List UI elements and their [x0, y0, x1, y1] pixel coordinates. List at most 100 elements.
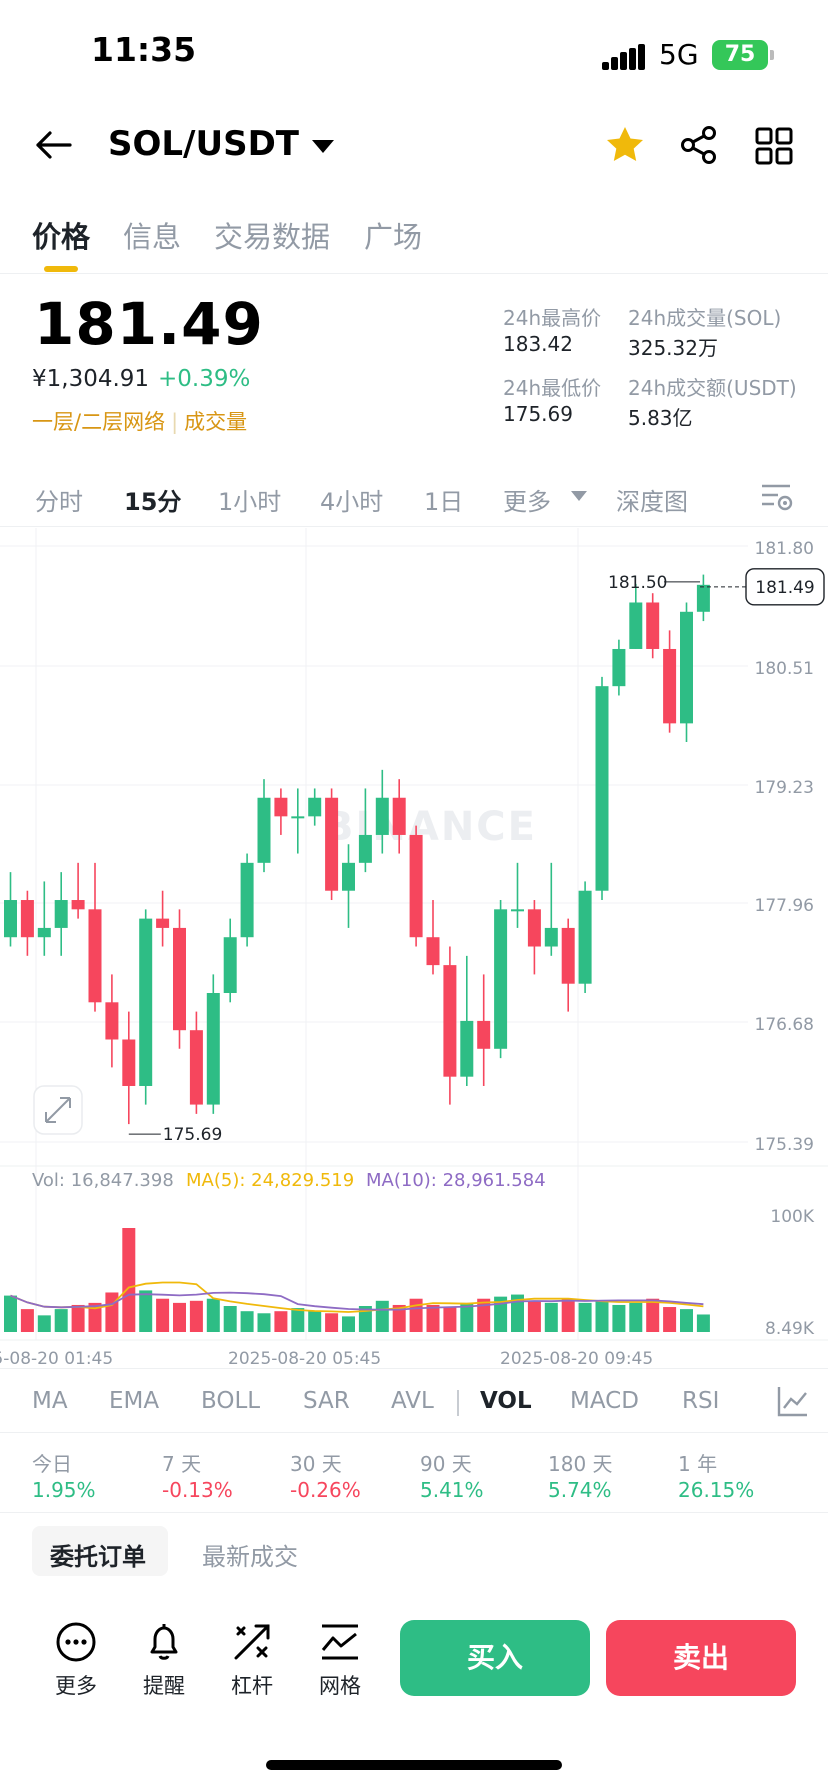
- interval-time-share[interactable]: 分时: [35, 488, 83, 516]
- perf-label: 今日: [32, 1452, 72, 1476]
- grid-menu-icon[interactable]: [754, 126, 794, 166]
- indicator-vol[interactable]: VOL: [480, 1388, 532, 1414]
- candle-body: [240, 862, 254, 938]
- volume-bar: [308, 1311, 322, 1332]
- price-axis-tick: 179.23: [755, 778, 814, 798]
- perf-value: 5.41%: [420, 1478, 484, 1502]
- high-value: 183.42: [503, 332, 573, 356]
- home-indicator[interactable]: [266, 1760, 562, 1770]
- candlestick-chart[interactable]: 181.80 180.51 179.23 177.96 176.68 175.39 BINA…: [0, 528, 828, 1368]
- pair-selector[interactable]: SOL/USDT: [108, 124, 299, 164]
- perf-value: -0.26%: [290, 1478, 361, 1502]
- volume-bar: [696, 1314, 710, 1332]
- volume-bar: [325, 1313, 339, 1332]
- tab-latest-trades[interactable]: 最新成交: [202, 1543, 298, 1571]
- leverage-label[interactable]: 杠杆: [231, 1674, 273, 1698]
- tag-volume[interactable]: 成交量: [184, 410, 248, 434]
- interval-more[interactable]: 更多: [503, 488, 551, 516]
- volume-bar: [527, 1300, 541, 1332]
- back-arrow-icon[interactable]: [34, 130, 74, 160]
- vol-usdt-value: 5.83亿: [628, 406, 693, 430]
- share-icon[interactable]: [678, 124, 720, 166]
- chart-settings-icon[interactable]: [760, 482, 794, 512]
- tab-price[interactable]: 价格: [32, 220, 91, 254]
- volume-bar: [460, 1302, 474, 1332]
- more-label[interactable]: 更多: [55, 1674, 97, 1698]
- high-marker-label: 181.50: [608, 573, 667, 593]
- tab-info[interactable]: 信息: [123, 220, 182, 254]
- candle-body: [527, 909, 541, 947]
- last-price: 181.49: [34, 290, 264, 358]
- volume-bar: [139, 1290, 153, 1332]
- indicator-settings-icon[interactable]: [776, 1384, 810, 1418]
- indicator-ema[interactable]: EMA: [109, 1388, 160, 1414]
- candle-body: [460, 1020, 474, 1077]
- candle-body: [71, 900, 85, 910]
- candle-body: [122, 1039, 136, 1086]
- expand-icon: [45, 1097, 71, 1123]
- ma5-legend: MA(5): 24,829.519: [186, 1170, 355, 1191]
- interval-15m[interactable]: 15分: [124, 488, 182, 516]
- alert-label[interactable]: 提醒: [143, 1674, 185, 1698]
- vol-legend: Vol: 16,847.398: [32, 1170, 174, 1191]
- last-price-label: 181.49: [755, 578, 814, 598]
- indicator-sar[interactable]: SAR: [303, 1388, 350, 1414]
- candle-body: [223, 937, 237, 994]
- tab-square[interactable]: 广场: [364, 220, 423, 254]
- indicator-boll[interactable]: BOLL: [201, 1388, 261, 1414]
- candle-body: [325, 797, 339, 891]
- volume-bar: [274, 1311, 288, 1332]
- indicator-ma[interactable]: MA: [32, 1388, 68, 1414]
- leverage-icon[interactable]: [230, 1620, 274, 1664]
- candle-body: [189, 1030, 203, 1105]
- sell-button[interactable]: 卖出: [606, 1620, 796, 1696]
- volume-bar: [342, 1316, 355, 1332]
- candle-body: [257, 797, 271, 863]
- star-icon[interactable]: [604, 124, 646, 166]
- perf-label: 90 天: [420, 1452, 472, 1476]
- volume-axis-bottom: 8.49K: [765, 1319, 815, 1339]
- tab-trading-data[interactable]: 交易数据: [214, 220, 331, 254]
- volume-axis-top: 100K: [770, 1207, 814, 1227]
- caret-down-icon[interactable]: [312, 140, 334, 153]
- perf-label: 1 年: [678, 1452, 718, 1476]
- candle-body: [494, 909, 508, 1049]
- interval-1d[interactable]: 1日: [424, 488, 464, 516]
- divider: [0, 1432, 828, 1433]
- grid-trading-icon[interactable]: [318, 1620, 362, 1664]
- signal-icon: [602, 44, 646, 70]
- perf-value: -0.13%: [162, 1478, 233, 1502]
- caret-down-icon[interactable]: [571, 491, 587, 501]
- interval-4h[interactable]: 4小时: [320, 488, 384, 516]
- volume-bar: [409, 1298, 423, 1332]
- candle-body: [274, 797, 288, 817]
- depth-chart-tab[interactable]: 深度图: [616, 488, 688, 516]
- tab-open-orders[interactable]: 委托订单: [50, 1543, 146, 1571]
- volume-bar: [206, 1298, 220, 1332]
- low-value: 175.69: [503, 402, 573, 426]
- low-label: 24h最低价: [503, 376, 602, 400]
- bell-icon[interactable]: [142, 1620, 186, 1664]
- category-tags[interactable]: 一层/二层网络 | 成交量: [32, 410, 248, 434]
- more-icon[interactable]: [54, 1620, 98, 1664]
- candle-body: [308, 797, 322, 817]
- interval-1h[interactable]: 1小时: [218, 488, 282, 516]
- indicator-rsi[interactable]: RSI: [682, 1388, 720, 1414]
- tag-layer[interactable]: 一层/二层网络: [32, 410, 166, 434]
- volume-bar: [156, 1298, 170, 1332]
- volume-bar: [240, 1311, 254, 1332]
- volume-bar: [358, 1306, 372, 1332]
- candle-body: [4, 900, 17, 938]
- indicator-avl[interactable]: AVL: [391, 1388, 434, 1414]
- network-type: 5G: [659, 38, 699, 71]
- candle-body: [696, 584, 710, 612]
- price-axis-tick: 176.68: [755, 1015, 814, 1035]
- buy-button[interactable]: 买入: [400, 1620, 590, 1696]
- battery-icon: 75: [712, 40, 774, 70]
- volume-bar: [189, 1300, 203, 1332]
- perf-label: 30 天: [290, 1452, 342, 1476]
- perf-value: 5.74%: [548, 1478, 612, 1502]
- candle-body: [409, 834, 423, 938]
- grid-label[interactable]: 网格: [319, 1674, 361, 1698]
- indicator-macd[interactable]: MACD: [570, 1388, 639, 1414]
